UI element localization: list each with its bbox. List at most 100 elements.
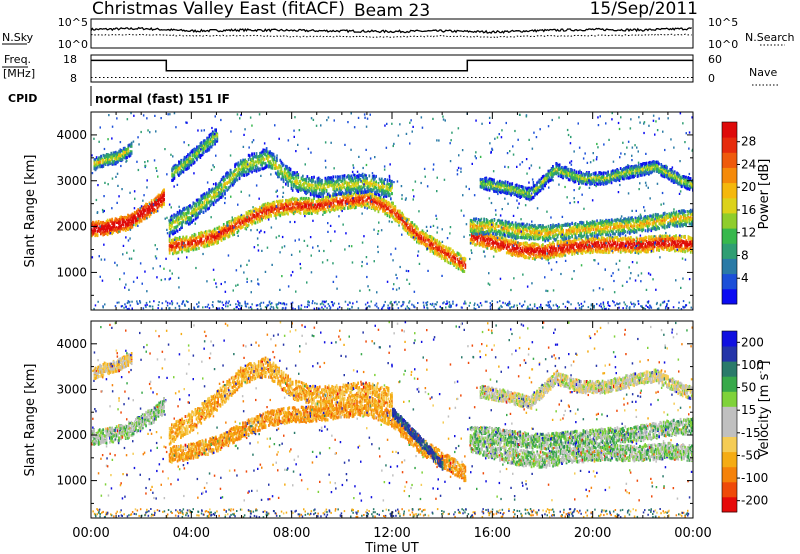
echo-cell	[203, 239, 206, 243]
echo-cell	[334, 182, 337, 186]
echo-cell	[265, 212, 268, 216]
echo-cell	[221, 188, 224, 192]
echo-cell	[292, 171, 295, 174]
echo-cell	[153, 210, 155, 214]
echo-cell	[238, 225, 241, 229]
echo-cell	[238, 216, 241, 220]
echo-cell	[434, 247, 436, 251]
echo-cell	[193, 149, 196, 152]
echo-cell	[279, 202, 282, 206]
echo-cell	[120, 215, 122, 219]
echo-cell	[410, 221, 412, 225]
echo-cell	[92, 229, 94, 233]
echo-cell	[182, 220, 184, 224]
echo-cell	[355, 184, 357, 187]
echo-cell	[247, 164, 250, 168]
echo-cell	[267, 158, 269, 162]
echo-cell	[229, 180, 232, 184]
echo-cell	[236, 227, 239, 231]
echo-cell	[206, 233, 208, 236]
echo-cell	[342, 183, 345, 187]
echo-cell	[206, 206, 208, 210]
echo-cell	[237, 162, 240, 166]
echo-cell	[460, 267, 462, 271]
echo-cell	[201, 203, 204, 207]
echo-cell	[228, 234, 231, 238]
echo-cell	[200, 194, 203, 198]
echo-cell	[92, 223, 94, 227]
noise-left-label: N.Sky	[2, 31, 34, 44]
echo-cell	[544, 255, 546, 259]
echo-cell	[211, 234, 214, 238]
echo-cell	[122, 218, 125, 221]
echo-cell	[127, 146, 130, 150]
echo-cell	[395, 212, 398, 216]
echo-cell	[214, 142, 216, 146]
echo-cell	[410, 234, 412, 238]
echo-cell	[313, 175, 315, 179]
echo-cell	[307, 206, 310, 210]
echo-cell	[414, 228, 417, 232]
echo-cell	[446, 253, 449, 256]
echo-cell	[303, 210, 305, 214]
echo-cell	[307, 204, 310, 208]
echo-cell	[181, 170, 184, 173]
echo-cell	[430, 241, 433, 245]
echo-cell	[399, 214, 401, 218]
echo-cell	[470, 232, 473, 236]
echo-cell	[318, 201, 321, 205]
echo-cell	[320, 208, 322, 212]
echo-cell	[270, 166, 272, 170]
echo-cell	[452, 260, 454, 264]
echo-cell	[124, 225, 127, 229]
echo-cell	[342, 192, 345, 196]
echo-cell	[199, 232, 201, 236]
echo-cell	[545, 246, 548, 250]
echo-cell	[101, 164, 104, 168]
echo-cell	[105, 220, 108, 224]
noise-panel: N.Sky 10^5 10^0 10^5 10^0 N.Search	[2, 16, 795, 51]
echo-cell	[171, 173, 173, 177]
echo-cell	[318, 194, 321, 198]
echo-cell	[470, 237, 473, 241]
echo-cell	[276, 213, 278, 217]
echo-cell	[457, 267, 460, 271]
echo-cell	[277, 206, 279, 210]
echo-cell	[117, 151, 119, 155]
echo-cell	[255, 160, 258, 164]
echo-cell	[256, 217, 259, 221]
echo-cell	[458, 262, 461, 266]
echo-cell	[173, 164, 176, 168]
echo-cell	[306, 198, 309, 202]
echo-cell	[92, 232, 94, 236]
echo-cell	[527, 249, 529, 253]
echo-cell	[537, 255, 540, 259]
echo-cell	[198, 154, 201, 158]
echo-cell	[183, 160, 186, 164]
echo-cell	[461, 261, 463, 265]
echo-cell	[298, 210, 301, 213]
echo-cell	[234, 168, 236, 172]
echo-cell	[121, 149, 124, 153]
echo-cell	[206, 144, 208, 148]
echo-cell	[342, 175, 345, 179]
echo-cell	[189, 151, 191, 155]
echo-cell	[213, 241, 216, 245]
echo-cell	[535, 247, 537, 251]
echo-cell	[209, 138, 212, 141]
echo-cell	[216, 186, 218, 190]
echo-cell	[287, 183, 289, 187]
echo-cell	[281, 199, 284, 203]
echo-cell	[360, 191, 363, 195]
echo-cell	[274, 171, 277, 175]
echo-cell	[192, 235, 195, 239]
echo-cell	[190, 238, 192, 242]
echo-cell	[190, 206, 192, 210]
echo-cell	[232, 181, 234, 185]
echo-cell	[522, 242, 525, 246]
echo-cell	[305, 192, 307, 196]
echo-cell	[203, 195, 206, 199]
echo-cell	[540, 245, 543, 249]
echo-cell	[379, 206, 382, 210]
echo-cell	[356, 188, 358, 192]
